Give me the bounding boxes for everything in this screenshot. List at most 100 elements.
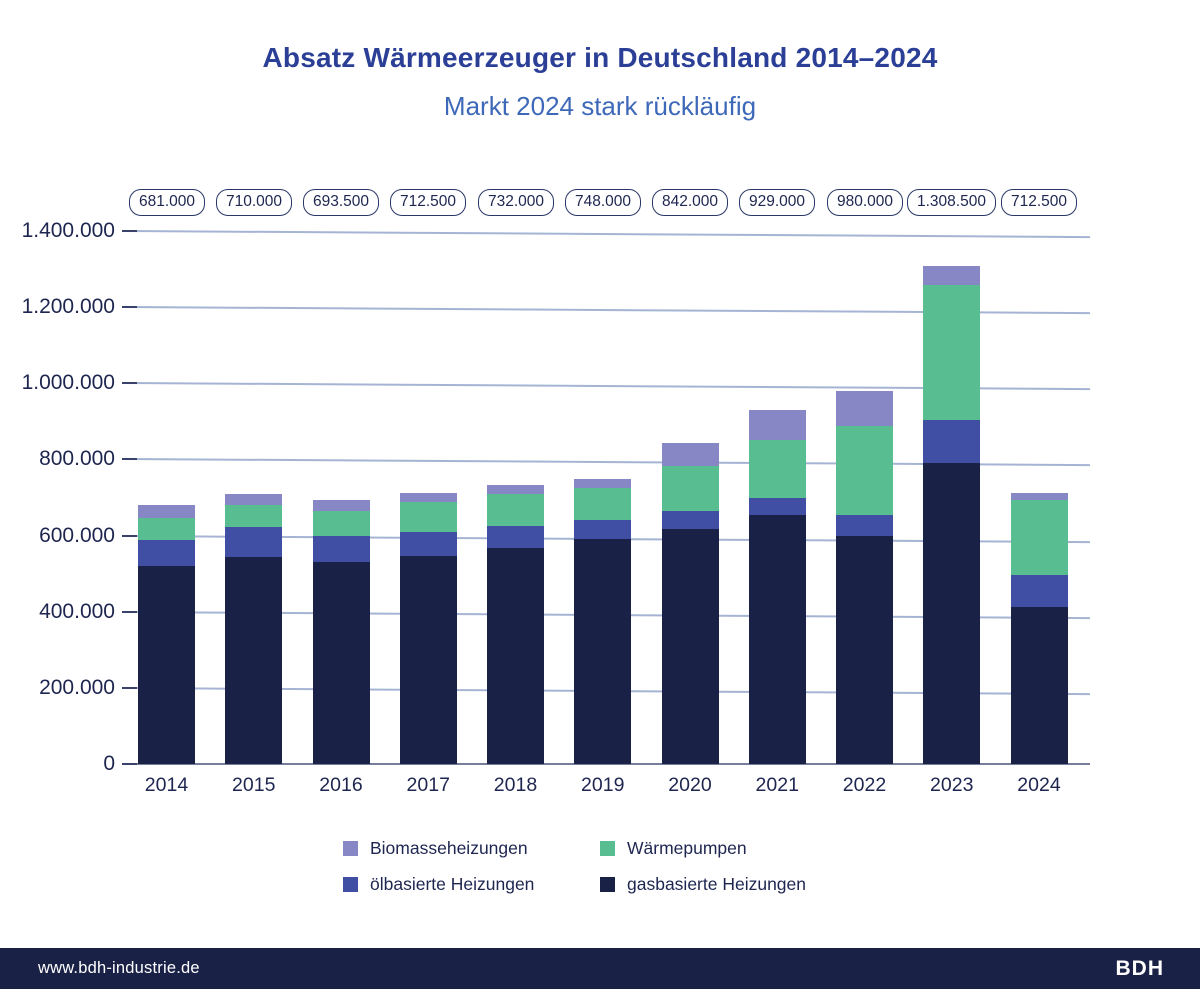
legend-item-gasbasierte-heizungen: gasbasierte Heizungen (600, 874, 806, 895)
x-axis-label-2014: 2014 (144, 774, 189, 796)
total-label-2022: 980.000 (827, 189, 904, 216)
legend-label: gasbasierte Heizungen (627, 874, 807, 894)
y-axis-tick (122, 610, 137, 613)
bar-segment-waermepumpen-2021 (748, 439, 806, 499)
bar-segment-oelbasierte-heizungen-2021 (748, 498, 806, 516)
bar-segment-oelbasierte-heizungen-2020 (661, 511, 719, 529)
bar-segment-gasbasierte-heizungen-2020 (661, 528, 719, 764)
total-label-2016: 693.500 (303, 189, 380, 216)
x-axis-label-2019: 2019 (581, 774, 625, 796)
bdh-logo: BDH (1115, 956, 1164, 980)
x-axis-label-2023: 2023 (930, 774, 974, 796)
x-axis-baseline (125, 763, 1090, 765)
x-axis-label-2017: 2017 (406, 774, 450, 796)
x-axis-label-2016: 2016 (319, 774, 363, 796)
bar-segment-oelbasierte-heizungen-2019 (574, 520, 632, 539)
total-label-2014: 681.000 (129, 189, 206, 216)
bar-segment-gasbasierte-heizungen-2023 (923, 463, 981, 764)
bar-segment-gasbasierte-heizungen-2015 (225, 556, 283, 764)
bar-segment-biomasseheizungen-2018 (487, 485, 544, 494)
bar-segment-biomasseheizungen-2022 (836, 390, 893, 426)
y-axis-label: 600.000 (39, 523, 115, 547)
legend-item-biomasseheizungen: Biomasseheizungen (343, 838, 600, 859)
total-label-2023: 1.308.500 (907, 189, 996, 216)
bar-segment-waermepumpen-2015 (225, 505, 283, 527)
y-axis-tick (122, 534, 137, 537)
bar-segment-gasbasierte-heizungen-2021 (748, 515, 806, 764)
bar-segment-gasbasierte-heizungen-2022 (836, 536, 893, 764)
legend-label: ölbasierte Heizungen (370, 874, 535, 894)
footer-bar: www.bdh-industrie.de BDH (0, 948, 1200, 989)
biomass-swatch-icon (343, 841, 358, 856)
bar-segment-biomasseheizungen-2024 (1010, 492, 1068, 501)
bar-segment-oelbasierte-heizungen-2015 (225, 527, 283, 557)
bar-segment-oelbasierte-heizungen-2017 (399, 531, 457, 556)
total-label-2024: 712.500 (1001, 189, 1078, 216)
bar-segment-oelbasierte-heizungen-2022 (836, 515, 893, 537)
bar-segment-waermepumpen-2014 (138, 518, 195, 540)
bar-segment-waermepumpen-2016 (312, 511, 370, 537)
bar-segment-waermepumpen-2018 (487, 493, 544, 526)
total-label-2017: 712.500 (390, 189, 467, 216)
bar-segment-gasbasierte-heizungen-2014 (138, 566, 195, 764)
x-axis-label-2015: 2015 (232, 774, 276, 796)
y-axis-label: 0 (103, 752, 115, 775)
bar-segment-biomasseheizungen-2023 (923, 265, 981, 285)
y-axis-label: 1.400.000 (21, 219, 115, 242)
x-axis-label-2024: 2024 (1017, 774, 1061, 796)
y-axis-tick (122, 763, 137, 765)
total-label-2019: 748.000 (565, 189, 642, 216)
bar-segment-biomasseheizungen-2019 (574, 479, 632, 488)
y-axis-tick (122, 382, 137, 385)
y-axis-label: 1.200.000 (21, 295, 115, 319)
y-axis-tick (122, 686, 137, 689)
bar-segment-biomasseheizungen-2021 (748, 410, 806, 440)
bar-segment-oelbasierte-heizungen-2018 (487, 525, 544, 549)
bar-segment-biomasseheizungen-2017 (399, 492, 457, 503)
chart-legend: Biomasseheizungen Wärmepumpen ölbasierte… (343, 838, 806, 895)
y-axis-tick (122, 306, 137, 309)
page-subtitle: Markt 2024 stark rückläufig (443, 91, 757, 121)
total-label-2021: 929.000 (739, 189, 816, 216)
bar-segment-biomasseheizungen-2020 (661, 443, 719, 466)
legend-item-oelbasierte-heizungen: ölbasierte Heizungen (343, 874, 600, 895)
bar-segment-gasbasierte-heizungen-2019 (574, 538, 632, 764)
gas-swatch-icon (600, 877, 615, 892)
bar-segment-waermepumpen-2019 (574, 487, 632, 521)
legend-label: Wärmepumpen (627, 838, 747, 858)
bar-segment-gasbasierte-heizungen-2017 (399, 555, 457, 764)
total-label-2020: 842.000 (652, 189, 729, 216)
bar-segment-gasbasierte-heizungen-2016 (312, 561, 370, 764)
y-axis-label: 200.000 (39, 675, 115, 699)
page-title: Absatz Wärmeerzeuger in Deutschland 2014… (262, 42, 938, 73)
x-axis-label-2018: 2018 (493, 774, 538, 796)
y-axis-label: 800.000 (39, 447, 115, 471)
y-axis-label: 1.000.000 (21, 371, 115, 395)
total-label-2018: 732.000 (478, 189, 555, 216)
bar-segment-biomasseheizungen-2015 (225, 493, 283, 506)
gridline (124, 230, 1090, 239)
bar-segment-oelbasierte-heizungen-2016 (312, 536, 370, 562)
y-axis-label: 400.000 (39, 599, 115, 623)
bar-segment-biomasseheizungen-2016 (312, 499, 370, 511)
footer-website-link[interactable]: www.bdh-industrie.de (38, 959, 200, 977)
bar-segment-waermepumpen-2022 (836, 425, 893, 516)
bar-segment-oelbasierte-heizungen-2024 (1010, 574, 1068, 607)
x-axis-label-2020: 2020 (668, 774, 712, 796)
legend-label: Biomasseheizungen (370, 838, 528, 858)
total-label-2015: 710.000 (216, 189, 293, 216)
bar-segment-waermepumpen-2023 (923, 284, 981, 421)
legend-item-waermepumpen: Wärmepumpen (600, 838, 806, 859)
y-axis-tick (122, 230, 137, 232)
heatpump-swatch-icon (600, 841, 615, 856)
bar-segment-waermepumpen-2024 (1010, 500, 1068, 575)
bar-segment-oelbasierte-heizungen-2014 (138, 539, 195, 567)
x-axis-label-2022: 2022 (842, 774, 887, 796)
bar-segment-waermepumpen-2017 (399, 502, 457, 532)
y-axis-tick (122, 458, 137, 461)
x-axis-label-2021: 2021 (755, 774, 799, 796)
oil-swatch-icon (343, 877, 358, 892)
bar-segment-gasbasierte-heizungen-2018 (487, 548, 544, 764)
